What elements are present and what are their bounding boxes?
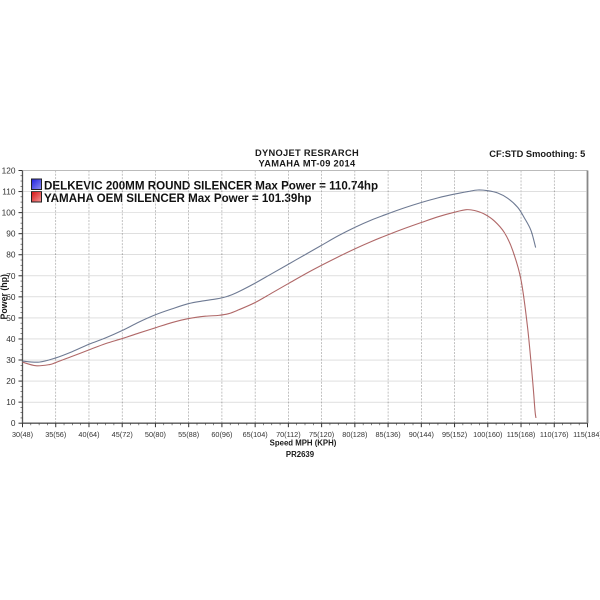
svg-text:50(80): 50(80) (145, 430, 166, 439)
svg-text:110(176): 110(176) (540, 430, 569, 439)
svg-text:115(184): 115(184) (573, 430, 600, 439)
svg-text:120: 120 (2, 166, 16, 176)
svg-text:40: 40 (6, 334, 16, 344)
svg-text:20: 20 (6, 376, 16, 386)
svg-text:Power (hp): Power (hp) (0, 274, 9, 320)
svg-text:CF:STD Smoothing: 5: CF:STD Smoothing: 5 (489, 149, 585, 159)
svg-text:100: 100 (2, 208, 16, 218)
svg-text:10: 10 (6, 397, 16, 407)
svg-text:90(144): 90(144) (409, 430, 434, 439)
svg-text:80(128): 80(128) (342, 430, 367, 439)
svg-text:100(160): 100(160) (473, 430, 502, 439)
svg-text:35(56): 35(56) (45, 430, 66, 439)
svg-text:40(64): 40(64) (78, 430, 99, 439)
svg-text:YAMAHA OEM SILENCER Max Power: YAMAHA OEM SILENCER Max Power = 101.39hp (44, 192, 311, 205)
svg-text:30(48): 30(48) (12, 430, 33, 439)
svg-text:30: 30 (6, 355, 16, 365)
svg-text:Speed MPH (KPH): Speed MPH (KPH) (270, 439, 337, 448)
svg-text:65(104): 65(104) (243, 430, 268, 439)
svg-text:0: 0 (11, 418, 16, 428)
svg-text:45(72): 45(72) (112, 430, 133, 439)
svg-text:110: 110 (2, 187, 16, 197)
svg-text:95(152): 95(152) (442, 430, 467, 439)
svg-text:85(136): 85(136) (376, 430, 401, 439)
svg-text:60(96): 60(96) (211, 430, 232, 439)
svg-text:115(168): 115(168) (507, 430, 536, 439)
svg-text:90: 90 (6, 229, 16, 239)
svg-text:DYNOJET RESRARCH: DYNOJET RESRARCH (255, 148, 359, 158)
svg-text:80: 80 (6, 250, 16, 260)
svg-text:YAMAHA MT-09 2014: YAMAHA MT-09 2014 (259, 159, 356, 169)
svg-text:DELKEVIC 200MM ROUND SILENCER: DELKEVIC 200MM ROUND SILENCER Max Power … (44, 179, 378, 192)
svg-text:PR2639: PR2639 (286, 450, 315, 459)
svg-text:55(88): 55(88) (178, 430, 199, 439)
